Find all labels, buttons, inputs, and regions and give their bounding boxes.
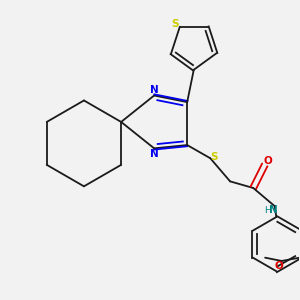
Text: N: N [150, 85, 158, 94]
Text: S: S [171, 19, 178, 29]
Text: O: O [264, 156, 272, 166]
Text: H: H [264, 206, 271, 214]
Text: N: N [150, 149, 158, 159]
Text: N: N [269, 205, 278, 215]
Text: S: S [211, 152, 218, 162]
Text: O: O [274, 261, 284, 271]
